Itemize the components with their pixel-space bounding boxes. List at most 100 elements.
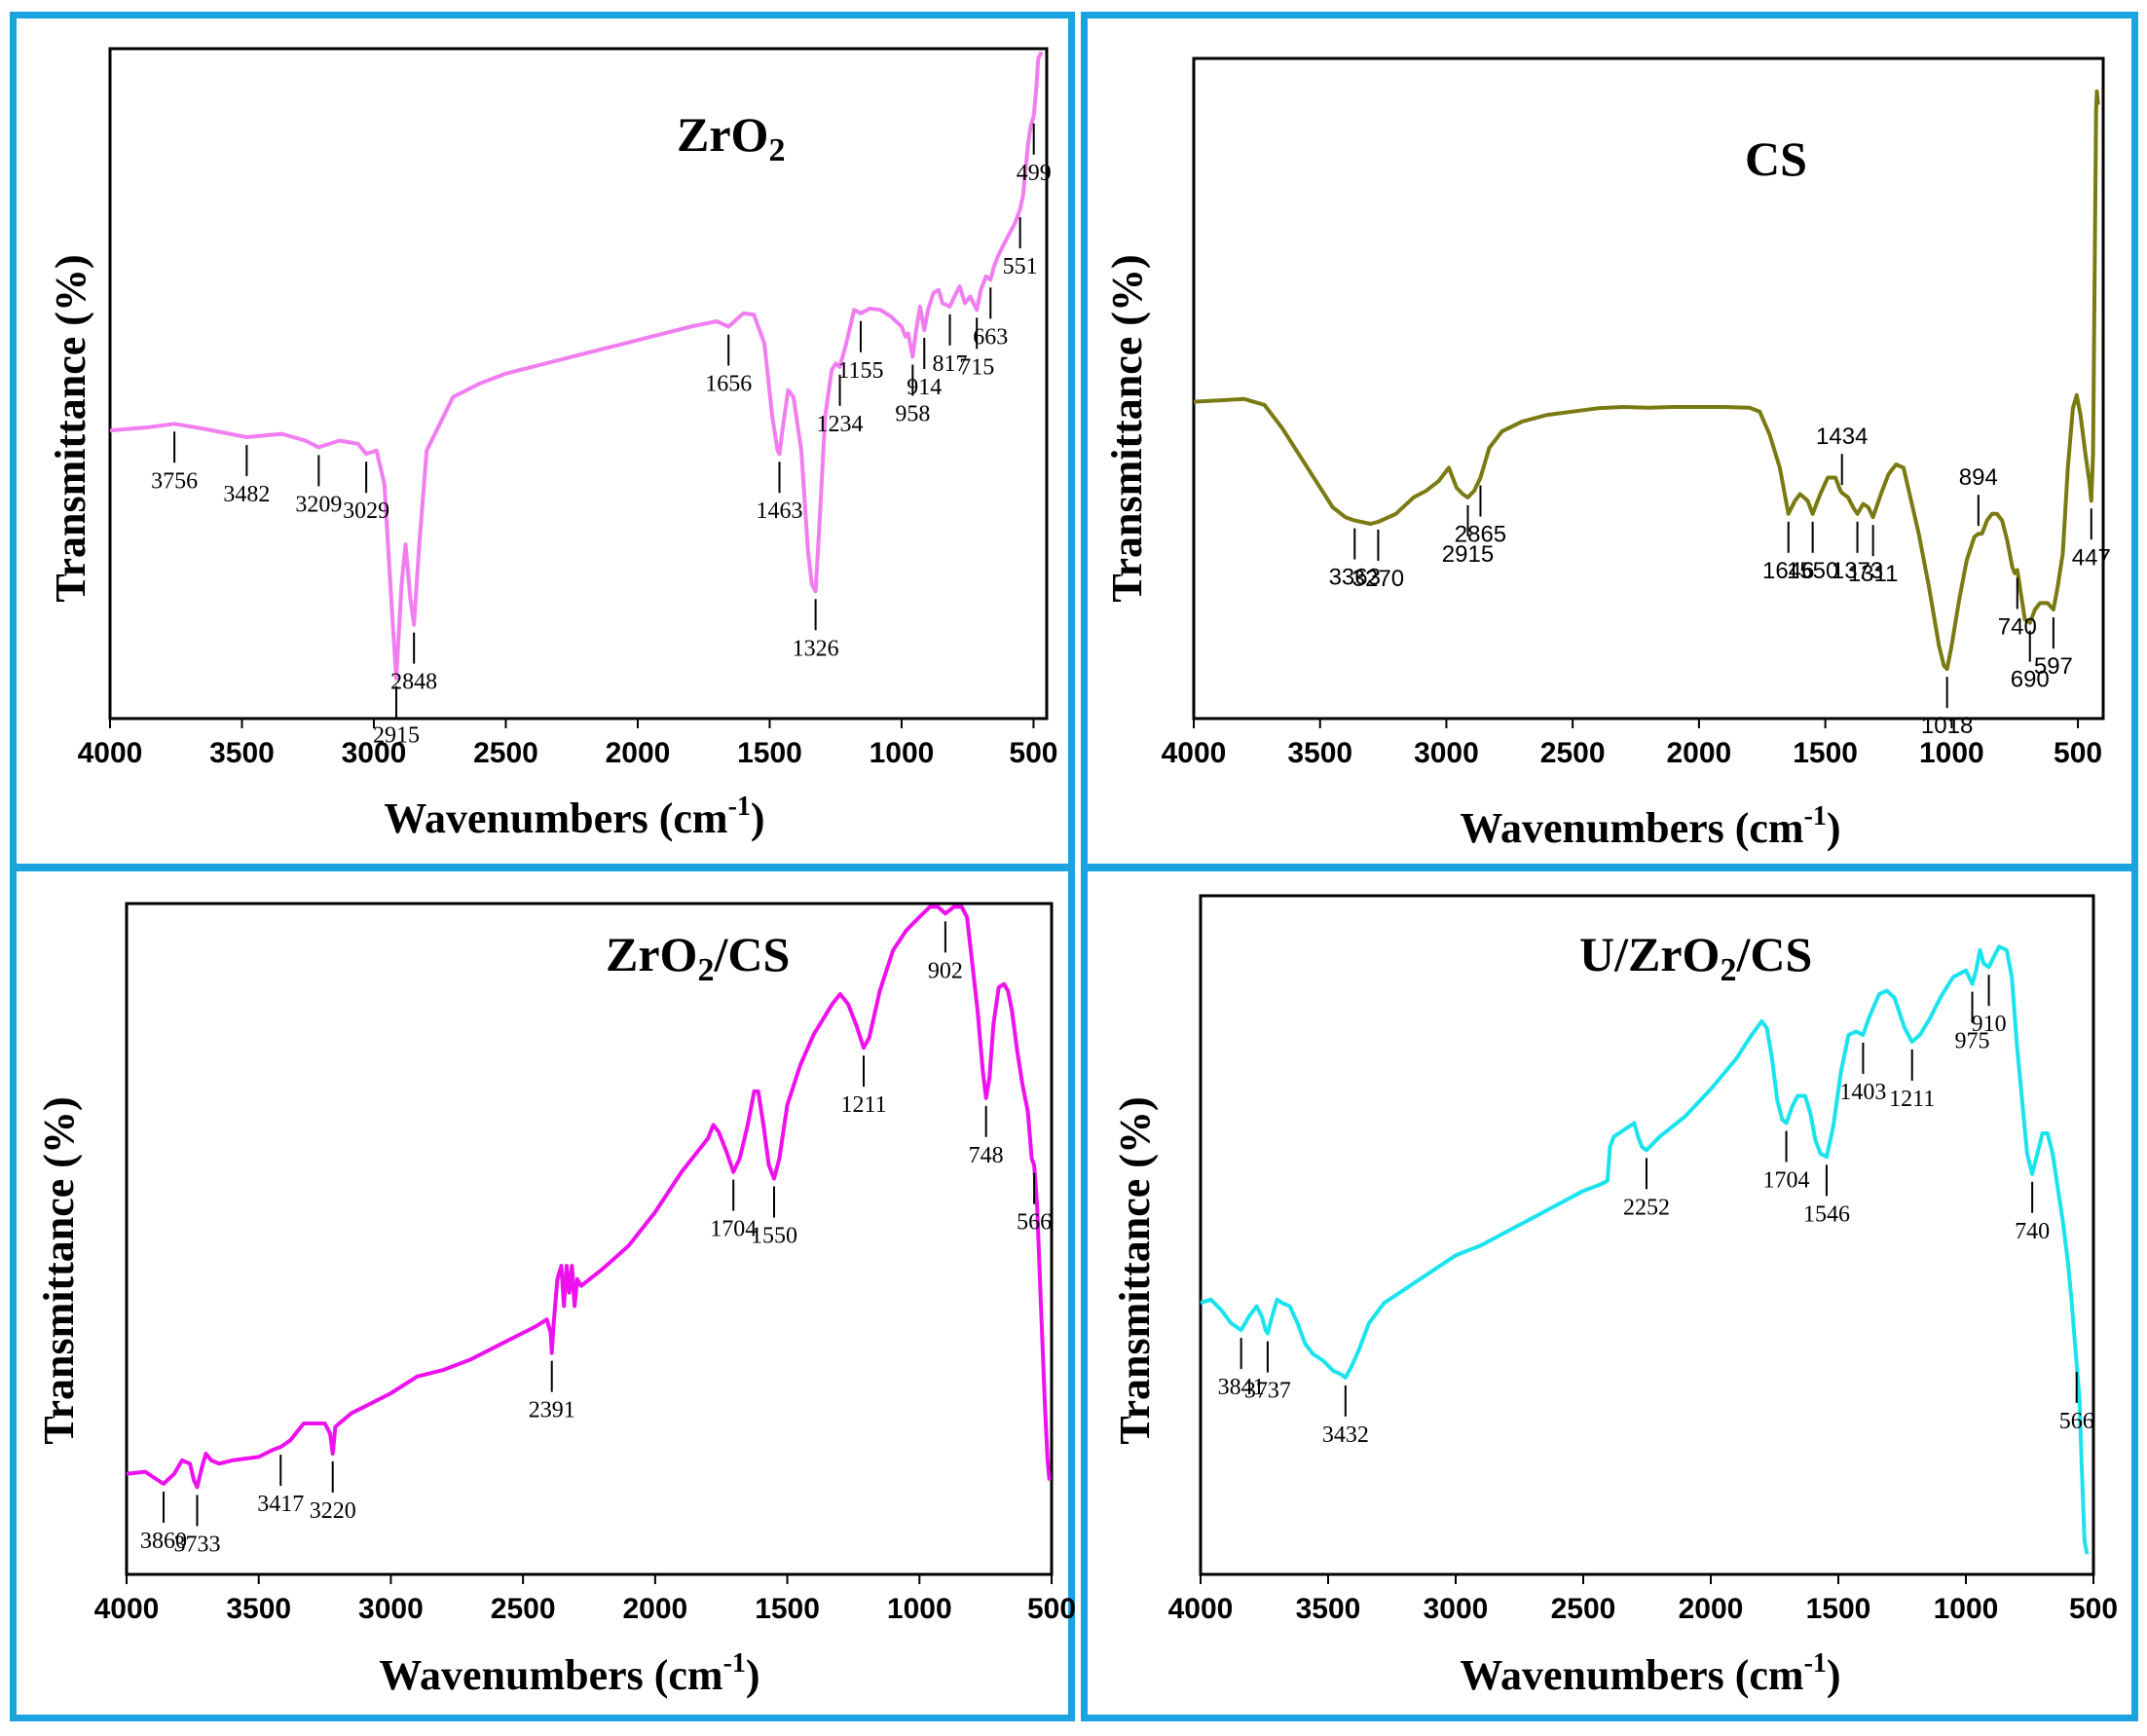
x-tick-label-zro2: 3000 — [342, 737, 407, 769]
x-tick-label-cs: 500 — [2054, 737, 2102, 769]
peak-label-zro2: 551 — [1003, 254, 1038, 279]
peak-label-zro2: 3209 — [295, 492, 342, 517]
x-tick-label-zro2-cs: 1500 — [755, 1593, 820, 1625]
peak-label-u-zro2-cs: 975 — [1955, 1029, 1990, 1054]
peak-label-u-zro2-cs: 3841 — [1218, 1375, 1265, 1400]
peak-label-u-zro2-cs: 1403 — [1839, 1080, 1886, 1105]
title-box-cs — [1655, 117, 1899, 195]
peak-label-cs: 1550 — [1787, 558, 1838, 584]
peak-label-zro2-cs: 1211 — [840, 1092, 886, 1118]
x-tick-label-zro2-cs: 500 — [1027, 1593, 1076, 1625]
x-tick-label-zro2-cs: 2000 — [622, 1593, 687, 1625]
peak-label-zro2: 1463 — [756, 499, 802, 524]
x-tick-label-u-zro2-cs: 1000 — [1934, 1593, 1999, 1625]
x-tick-label-u-zro2-cs: 4000 — [1168, 1593, 1234, 1625]
spectrum-line-zro2-cs — [126, 905, 1052, 1490]
peak-label-zro2: 499 — [1017, 161, 1052, 186]
peak-label-zro2-cs: 3417 — [257, 1492, 304, 1517]
plot-frame-cs — [1192, 56, 2105, 720]
x-tick-label-zro2: 500 — [1009, 737, 1057, 769]
x-tick-label-u-zro2-cs: 2000 — [1679, 1593, 1744, 1625]
panel-u-zro2-cs — [1081, 865, 2138, 1721]
peak-label-zro2: 2915 — [373, 723, 420, 749]
x-tick-label-u-zro2-cs: 1500 — [1806, 1593, 1871, 1625]
x-tick-label-cs: 2000 — [1667, 737, 1732, 769]
x-tick-label-u-zro2-cs: 3500 — [1296, 1593, 1361, 1625]
peak-label-zro2: 3756 — [151, 468, 198, 494]
plot-frame-zro2 — [108, 47, 1049, 720]
chart-title-zro2-cs: ZrO2/CS — [606, 927, 790, 988]
peak-label-u-zro2-cs: 1546 — [1803, 1201, 1850, 1227]
peak-label-zro2-cs: 3733 — [173, 1532, 220, 1557]
peak-label-zro2: 817 — [933, 351, 968, 377]
x-tick-label-zro2: 2500 — [473, 737, 538, 769]
peak-label-u-zro2-cs: 740 — [2015, 1219, 2050, 1244]
peak-label-zro2: 1155 — [837, 358, 883, 384]
peak-label-u-zro2-cs: 3432 — [1322, 1422, 1369, 1448]
peak-label-zro2-cs: 566 — [1017, 1210, 1052, 1236]
x-tick-label-cs: 4000 — [1162, 737, 1227, 769]
peak-label-cs: 447 — [2072, 544, 2111, 571]
peak-label-zro2-cs: 748 — [969, 1143, 1004, 1168]
peak-label-zro2: 663 — [973, 324, 1008, 350]
peak-label-zro2-cs: 1550 — [751, 1223, 797, 1248]
peak-label-cs: 1373 — [1832, 558, 1883, 584]
title-box-u-zro2-cs — [1514, 920, 1845, 988]
peak-label-cs: 1434 — [1816, 424, 1868, 450]
peak-label-cs: 1646 — [1762, 558, 1814, 584]
x-axis-label-zro2-cs: Wavenumbers (cm-1) — [379, 1648, 759, 1699]
title-box-zro2 — [609, 88, 857, 164]
panel-zro2 — [10, 12, 1075, 870]
peak-label-u-zro2-cs: 566 — [2059, 1409, 2094, 1434]
x-tick-label-cs: 1500 — [1793, 737, 1858, 769]
x-tick-label-zro2: 1500 — [737, 737, 802, 769]
peak-label-cs: 690 — [2011, 667, 2050, 693]
x-tick-label-zro2: 4000 — [78, 737, 143, 769]
peak-label-zro2-cs: 3860 — [140, 1529, 187, 1554]
peak-label-u-zro2-cs: 1211 — [1889, 1087, 1935, 1112]
x-tick-label-zro2: 1000 — [870, 737, 935, 769]
x-tick-label-zro2-cs: 2500 — [491, 1593, 556, 1625]
x-tick-label-zro2-cs: 3500 — [226, 1593, 291, 1625]
plot-frame-u-zro2-cs — [1199, 894, 2095, 1576]
x-tick-label-zro2-cs: 4000 — [94, 1593, 160, 1625]
peak-label-zro2: 914 — [907, 375, 942, 400]
peak-label-zro2: 3029 — [343, 499, 389, 524]
x-tick-label-u-zro2-cs: 500 — [2069, 1593, 2118, 1625]
spectrum-line-u-zro2-cs — [1200, 944, 2090, 1555]
panel-cs — [1081, 12, 2138, 870]
y-axis-label-cs: Transmittance (%) — [1103, 254, 1151, 602]
x-tick-label-u-zro2-cs: 2500 — [1551, 1593, 1616, 1625]
chart-title-zro2: ZrO2 — [677, 107, 785, 168]
plot-frame-zro2-cs — [125, 902, 1054, 1576]
peak-label-zro2: 1656 — [705, 372, 752, 397]
peak-label-zro2-cs: 1704 — [710, 1217, 757, 1242]
peak-label-cs: 740 — [1998, 613, 2037, 640]
y-axis-label-zro2: Transmittance (%) — [47, 254, 94, 602]
x-axis-label-cs: Wavenumbers (cm-1) — [1460, 801, 1840, 852]
peak-label-cs: 894 — [1959, 464, 1998, 491]
chart-title-u-zro2-cs: U/ZrO2/CS — [1579, 927, 1812, 988]
y-axis-label-u-zro2-cs: Transmittance (%) — [1111, 1096, 1159, 1444]
peak-label-u-zro2-cs: 1704 — [1763, 1167, 1810, 1193]
peak-label-cs: 3270 — [1352, 566, 1404, 592]
peak-label-zro2-cs: 902 — [928, 958, 963, 983]
x-tick-label-cs: 2500 — [1540, 737, 1606, 769]
peak-label-zro2: 958 — [895, 401, 930, 426]
peak-label-cs: 1018 — [1921, 713, 1973, 739]
x-tick-label-cs: 3500 — [1287, 737, 1352, 769]
x-tick-label-zro2-cs: 1000 — [887, 1593, 952, 1625]
x-tick-label-zro2: 2000 — [606, 737, 671, 769]
spectrum-line-zro2 — [109, 51, 1044, 681]
y-axis-label-zro2-cs: Transmittance (%) — [35, 1096, 83, 1444]
peak-label-zro2-cs: 3220 — [310, 1498, 356, 1524]
peak-label-zro2: 1326 — [793, 636, 839, 661]
peak-label-zro2-cs: 2391 — [529, 1398, 575, 1423]
peak-label-cs: 597 — [2034, 653, 2073, 680]
peak-label-zro2: 1234 — [817, 412, 864, 437]
peak-label-u-zro2-cs: 910 — [1972, 1012, 2007, 1037]
plots-group: 4000 3500 3000 2500 2000 1500 1000 500 3756 3482 3… — [78, 47, 2118, 1625]
peak-label-zro2: 715 — [959, 354, 994, 380]
peak-label-u-zro2-cs: 3737 — [1244, 1379, 1291, 1404]
